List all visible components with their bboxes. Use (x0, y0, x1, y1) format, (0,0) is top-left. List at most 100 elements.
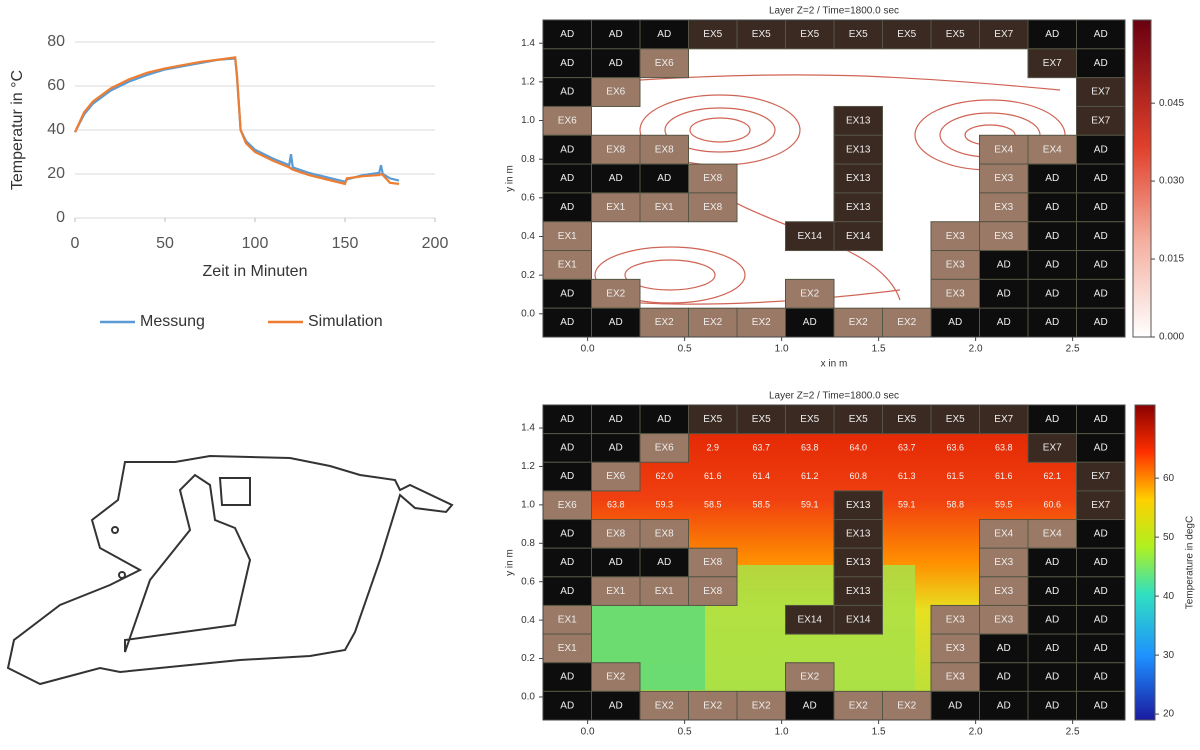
cell-label: EX2 (849, 700, 868, 711)
cell-label: AD (1094, 700, 1108, 711)
cell-label: EX3 (994, 231, 1013, 242)
cell-label: AD (1094, 557, 1108, 568)
cell (688, 192, 738, 223)
colorbar-tick-label: 20 (1163, 709, 1175, 720)
cell-label: EX13 (846, 557, 871, 568)
cell (639, 134, 689, 165)
cell-label: AD (1045, 202, 1059, 213)
cell-label: EX1 (558, 231, 577, 242)
colorbar-tick-label: 0.030 (1159, 176, 1184, 187)
x-tick-label: 50 (156, 235, 174, 252)
cell-label: AD (560, 87, 574, 98)
cell-label: AD (609, 414, 623, 425)
cell (542, 461, 592, 492)
cell-value: 63.7 (752, 442, 770, 452)
y-tick-label: 0.4 (521, 231, 535, 242)
cell-label: AD (609, 29, 623, 40)
cell (542, 576, 592, 606)
cell-value: 63.6 (946, 442, 964, 452)
cell (1027, 163, 1077, 194)
cell-label: EX8 (606, 529, 625, 540)
cell-label: AD (1045, 260, 1059, 271)
cell-label: AD (560, 529, 574, 540)
y-tick-label: 0.8 (521, 538, 535, 549)
cell (1076, 192, 1126, 223)
cell (1027, 278, 1077, 309)
cell-label: AD (1094, 231, 1108, 242)
colorbar-tick-label: 0.015 (1159, 254, 1184, 265)
y-tick-label: 1.2 (521, 461, 535, 472)
cell (688, 547, 738, 578)
cell-label: AD (560, 443, 574, 454)
cell (833, 519, 883, 549)
cell-label: EX2 (800, 288, 819, 299)
x-tick-label: 0.5 (678, 344, 692, 355)
cell (979, 633, 1029, 664)
cell-value: 58.5 (704, 500, 722, 510)
cell-label: AD (1094, 173, 1108, 184)
x-tick-label: 1.5 (872, 727, 886, 738)
cell-label: AD (1045, 231, 1059, 242)
x-tick-label: 2.5 (1066, 727, 1080, 738)
cell (736, 19, 786, 50)
cell (591, 48, 641, 79)
x-tick-label: 0.0 (581, 344, 595, 355)
cell-label: AD (609, 700, 623, 711)
cell (591, 307, 641, 338)
colorbar-label: Temperature in degC (1185, 516, 1196, 609)
cell-label: EX6 (606, 471, 625, 482)
cell-label: EX4 (994, 529, 1013, 540)
y-tick-label: 0.6 (521, 192, 535, 203)
x-tick-label: 2.5 (1066, 344, 1080, 355)
cell-label: EX5 (849, 414, 868, 425)
cell (833, 604, 883, 635)
cell-label: EX13 (846, 500, 871, 511)
y-tick-label: 1.4 (521, 38, 535, 49)
chart-title: Layer Z=2 / Time=1800.0 sec (769, 6, 899, 17)
cell-label: EX2 (703, 317, 722, 328)
cell-label: EX13 (846, 144, 871, 155)
cell (979, 163, 1029, 194)
cell (1027, 519, 1077, 549)
cell-label: EX3 (994, 202, 1013, 213)
cell (1027, 48, 1077, 79)
y-tick-label: 0.4 (521, 615, 535, 626)
cell (591, 278, 641, 309)
cell-label: AD (1045, 614, 1059, 625)
cell-label: EX14 (846, 231, 871, 242)
x-tick-label: 150 (332, 235, 359, 252)
cell-value: 60.8 (849, 471, 867, 481)
cell-value: 60.6 (1043, 500, 1061, 510)
x-axis-label: Zeit in Minuten (203, 263, 308, 280)
cell-label: EX5 (800, 29, 819, 40)
cell (979, 662, 1029, 692)
cell (833, 221, 883, 252)
cell (639, 433, 689, 463)
cell-label: AD (560, 586, 574, 597)
cell-label: EX3 (946, 614, 965, 625)
cell (639, 19, 689, 50)
y-tick-label: 1.2 (521, 76, 535, 87)
cell-label: AD (997, 288, 1011, 299)
cell (1076, 77, 1126, 107)
cell (833, 547, 883, 578)
cell-label: AD (803, 700, 817, 711)
cell-label: AD (1094, 260, 1108, 271)
cell-label: AD (560, 557, 574, 568)
cell-label: AD (1094, 29, 1108, 40)
cell-label: EX3 (994, 173, 1013, 184)
cell-label: AD (1094, 614, 1108, 625)
cell (979, 404, 1029, 435)
cell-label: EX1 (606, 202, 625, 213)
y-axis-label: y in m (505, 549, 516, 576)
cell-value: 63.7 (898, 442, 916, 452)
cell (930, 404, 980, 435)
colorbar-tick-label: 50 (1163, 532, 1175, 543)
cell-label: EX2 (849, 317, 868, 328)
cell (1076, 519, 1126, 549)
cell (1076, 547, 1126, 578)
cell (591, 662, 641, 692)
cell-label: AD (1045, 29, 1059, 40)
series-line (73, 56, 400, 186)
cell-label: AD (948, 700, 962, 711)
